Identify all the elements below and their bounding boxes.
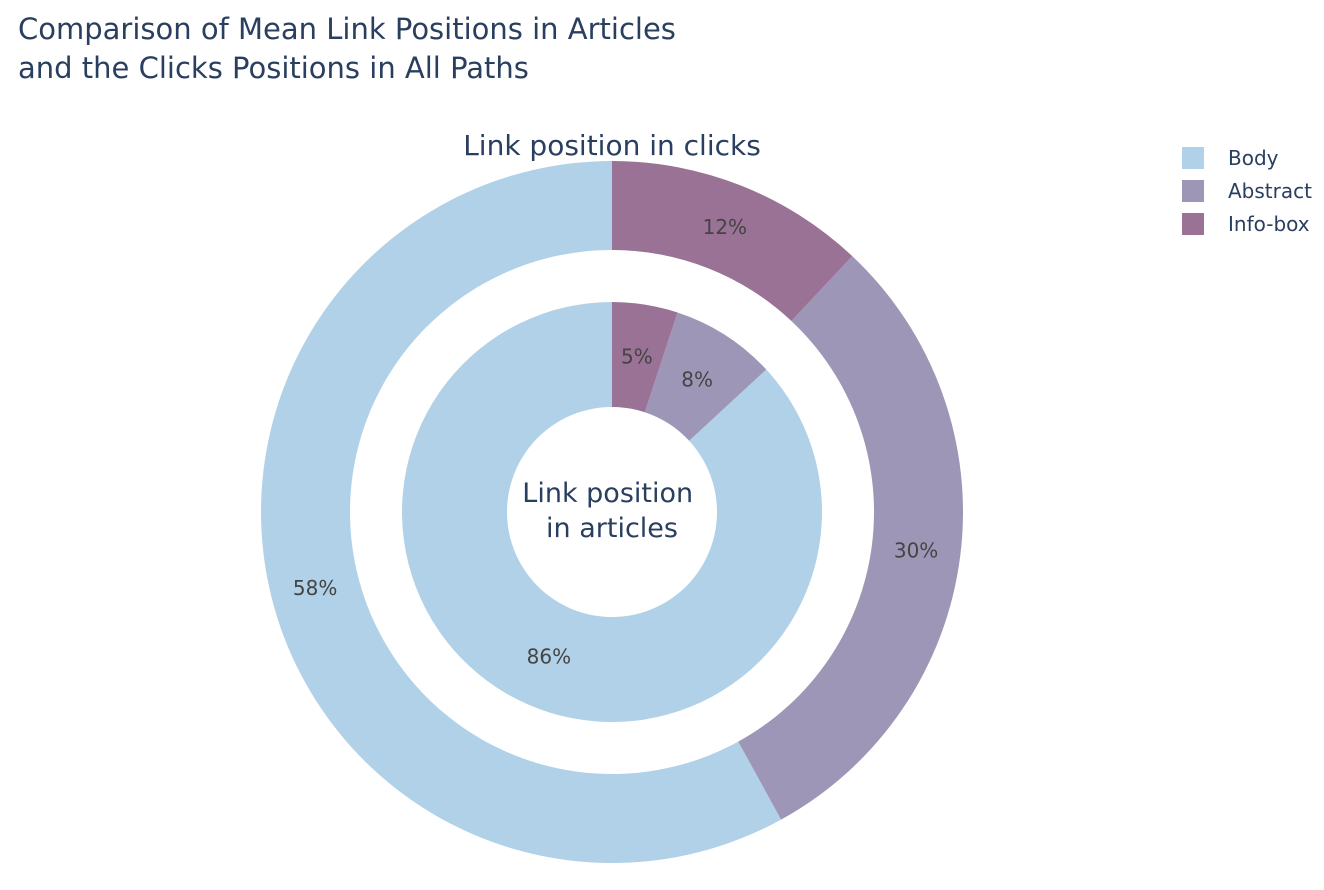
legend-label-body: Body <box>1228 145 1279 170</box>
inner-ring-label-abstract: 8% <box>681 368 713 392</box>
inner-ring-articles <box>402 302 823 723</box>
inner-ring-slice-body[interactable] <box>402 302 823 723</box>
outer-ring-slice-abstract[interactable] <box>738 256 964 820</box>
inner-ring-label-info-box: 5% <box>621 344 653 368</box>
inner-ring-label-body: 86% <box>527 644 571 668</box>
center-title: Link position in articles <box>522 478 701 544</box>
center-title-line-1: Link position <box>522 478 693 509</box>
outer-ring-title: Link position in clicks <box>463 129 761 162</box>
legend-label-info-box: Info-box <box>1228 211 1310 236</box>
outer-ring-slice-body[interactable] <box>260 161 782 864</box>
chart-title-line-1: Comparison of Mean Link Positions in Art… <box>18 12 676 46</box>
center-title-line-2: in articles <box>546 513 678 544</box>
inner-ring-slice-info-box[interactable] <box>612 302 678 413</box>
chart-title-line-2: and the Clicks Positions in All Paths <box>18 51 529 85</box>
legend-swatch-info-box <box>1182 212 1204 235</box>
outer-ring-label-info-box: 12% <box>703 215 747 239</box>
outer-ring-label-body: 58% <box>293 576 337 600</box>
legend: Body Abstract Info-box <box>1182 141 1322 240</box>
outer-ring-label-abstract: 30% <box>894 538 938 562</box>
legend-label-abstract: Abstract <box>1228 178 1312 203</box>
legend-item-abstract[interactable]: Abstract <box>1182 174 1322 207</box>
outer-ring-clicks <box>260 161 964 864</box>
legend-item-info-box[interactable]: Info-box <box>1182 207 1322 240</box>
legend-item-body[interactable]: Body <box>1182 141 1322 174</box>
legend-swatch-abstract <box>1182 179 1204 202</box>
outer-ring-slice-info-box[interactable] <box>612 161 853 322</box>
inner-ring-slice-abstract[interactable] <box>644 312 767 441</box>
chart-title: Comparison of Mean Link Positions in Art… <box>18 10 778 88</box>
slice-labels: 58% 30% 12% 86% 8% 5% <box>293 215 938 668</box>
legend-swatch-body <box>1182 146 1204 169</box>
